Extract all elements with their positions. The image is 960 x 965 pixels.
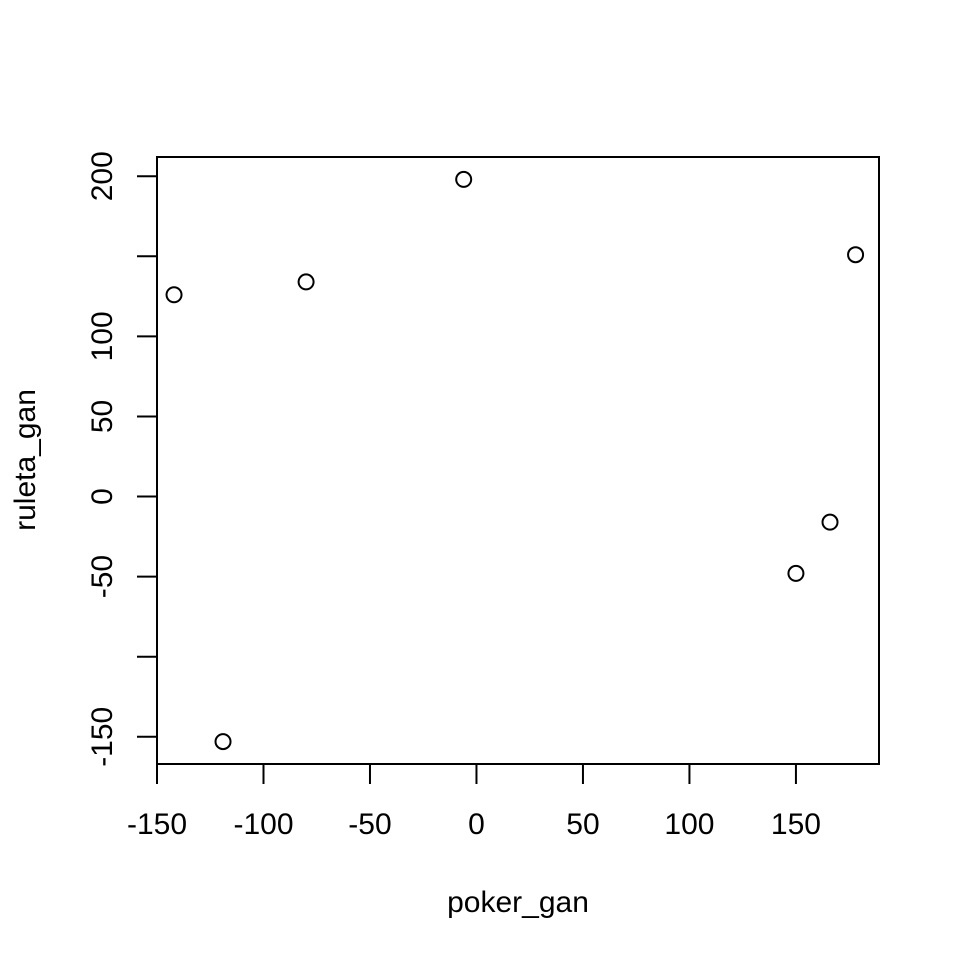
plot-box — [156, 156, 880, 765]
y-tick-label: 50 — [86, 400, 119, 433]
data-point — [787, 564, 805, 582]
x-tick-label: -100 — [233, 808, 293, 841]
y-axis-label: ruleta_gan — [9, 389, 42, 531]
data-point — [847, 246, 865, 264]
data-point — [165, 286, 183, 304]
y-tick-label: 200 — [86, 151, 119, 201]
y-tick-label: 100 — [86, 311, 119, 361]
x-tick-label: -50 — [348, 808, 391, 841]
x-tick-label: -150 — [127, 808, 187, 841]
y-tick-label: -150 — [86, 707, 119, 767]
x-axis: -150 -100 -50 0 50 100 150 — [127, 763, 821, 841]
x-tick-label: 0 — [468, 808, 485, 841]
y-tick-label: -50 — [86, 555, 119, 598]
x-tick-label: 50 — [566, 808, 599, 841]
y-axis: -150 -50 0 50 100 200 — [86, 151, 158, 767]
data-point — [297, 273, 315, 291]
x-axis-label: poker_gan — [447, 886, 589, 919]
x-tick-label: 100 — [664, 808, 714, 841]
x-tick-label: 150 — [771, 808, 821, 841]
data-points — [165, 170, 865, 751]
data-point — [455, 170, 473, 188]
data-point — [214, 733, 232, 751]
data-point — [821, 513, 839, 531]
y-tick-label: 0 — [86, 488, 119, 505]
